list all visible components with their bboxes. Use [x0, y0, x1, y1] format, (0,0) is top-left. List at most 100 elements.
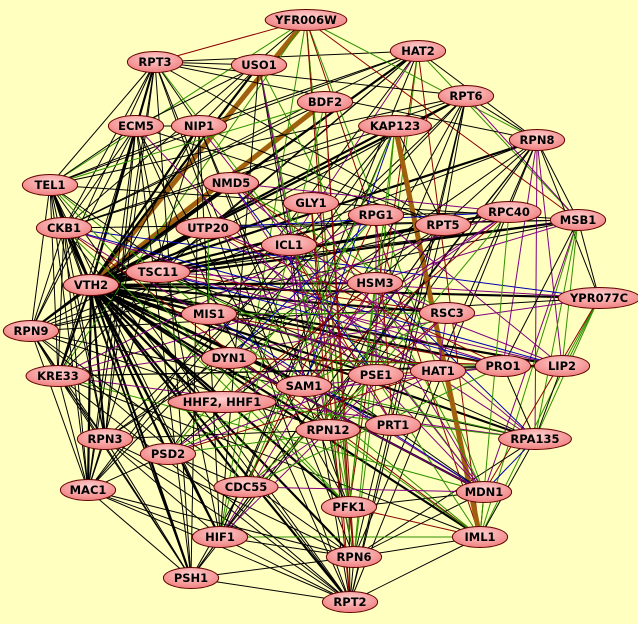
node-label: SAM1	[286, 379, 323, 393]
node-shape	[200, 347, 258, 369]
edge-kap123-mac1	[87, 125, 396, 491]
edge-rpt3-nip1	[154, 61, 200, 127]
node-mis1[interactable]: MIS1	[180, 303, 238, 325]
node-label: HSM3	[356, 276, 393, 290]
node-msb1[interactable]: MSB1	[549, 209, 607, 231]
node-gly1[interactable]: GLY1	[282, 192, 340, 214]
node-shape	[320, 496, 378, 518]
node-rpg1[interactable]: RPG1	[347, 204, 405, 226]
node-rpn8[interactable]: RPN8	[508, 129, 566, 151]
node-label: PRT1	[377, 418, 410, 432]
node-label: RPC40	[488, 205, 530, 219]
node-shape	[125, 261, 191, 283]
node-shape	[230, 54, 288, 76]
node-psd2[interactable]: PSD2	[139, 443, 197, 465]
edge-nmd5-rsc3	[230, 182, 448, 314]
node-shape	[170, 115, 228, 137]
node-label: YPR077C	[569, 291, 628, 305]
node-sam1[interactable]: SAM1	[275, 375, 333, 397]
node-rpt5[interactable]: RPT5	[414, 214, 472, 236]
node-ecm5[interactable]: ECM5	[107, 115, 165, 137]
node-label: RPT6	[449, 89, 482, 103]
node-hhf2-hhf1[interactable]: HHF2, HHF1	[167, 391, 277, 413]
node-rpc40[interactable]: RPC40	[476, 201, 542, 223]
edge-rpt3-ckb1	[63, 61, 156, 229]
node-rpt6[interactable]: RPT6	[437, 85, 495, 107]
node-shape	[409, 360, 467, 382]
node-tsc11[interactable]: TSC11	[125, 261, 191, 283]
node-label: NIP1	[184, 119, 214, 133]
node-rpn3[interactable]: RPN3	[76, 428, 134, 450]
edge-rpn3-ecm5	[104, 125, 137, 440]
edge-bdf2-hif1	[219, 101, 326, 538]
node-hsm3[interactable]: HSM3	[346, 272, 404, 294]
node-bdf2[interactable]: BDF2	[296, 91, 354, 113]
node-icl1[interactable]: ICL1	[260, 234, 318, 256]
node-lip2[interactable]: LIP2	[533, 355, 591, 377]
node-rsc3[interactable]: RSC3	[418, 302, 476, 324]
edge-rpt3-tel1	[49, 61, 156, 186]
edge-cdc55-mdn1	[245, 486, 485, 493]
node-mdn1[interactable]: MDN1	[455, 481, 513, 503]
node-hat2[interactable]: HAT2	[389, 40, 447, 62]
edge-psh1-rpn6	[190, 556, 355, 579]
node-iml1[interactable]: IML1	[451, 526, 509, 548]
node-shape	[508, 129, 566, 151]
node-rpt3[interactable]: RPT3	[126, 51, 184, 73]
node-prt1[interactable]: PRT1	[364, 414, 422, 436]
node-tel1[interactable]: TEL1	[21, 174, 79, 196]
node-uso1[interactable]: USO1	[230, 54, 288, 76]
edge-iml1-ckb1	[63, 227, 481, 538]
node-kap123[interactable]: KAP123	[358, 115, 432, 137]
node-rpa135[interactable]: RPA135	[498, 428, 572, 450]
node-psh1[interactable]: PSH1	[162, 567, 220, 589]
node-pro1[interactable]: PRO1	[474, 355, 532, 377]
edge-kre33-nip1	[57, 125, 200, 377]
node-dyn1[interactable]: DYN1	[200, 347, 258, 369]
node-shape	[25, 365, 91, 387]
node-kre33[interactable]: KRE33	[25, 365, 91, 387]
node-label: TSC11	[138, 265, 179, 279]
node-shape	[275, 375, 333, 397]
node-label: LIP2	[548, 359, 576, 373]
edge-kre33-rpg1	[57, 214, 377, 377]
node-label: KAP123	[370, 119, 420, 133]
node-nmd5[interactable]: NMD5	[202, 172, 260, 194]
node-hat1[interactable]: HAT1	[409, 360, 467, 382]
node-yfr006w[interactable]: YFR006W	[264, 9, 348, 31]
edge-rpn9-rpn12	[30, 330, 329, 431]
edge-rpn9-ckb1	[30, 227, 65, 332]
node-nip1[interactable]: NIP1	[170, 115, 228, 137]
edge-rpt3-rpt5	[154, 61, 444, 226]
node-shape	[282, 192, 340, 214]
node-cdc55[interactable]: CDC55	[213, 476, 279, 498]
node-ckb1[interactable]: CKB1	[35, 217, 93, 239]
node-label: RPT3	[138, 55, 171, 69]
node-utp20[interactable]: UTP20	[175, 217, 241, 239]
node-label: CKB1	[47, 221, 81, 235]
edge-vth2-rpn3	[89, 284, 107, 440]
node-pfk1[interactable]: PFK1	[320, 496, 378, 518]
node-rpt2[interactable]: RPT2	[321, 591, 379, 613]
edge-nmd5-hsm3	[230, 182, 376, 284]
node-rpn9[interactable]: RPN9	[2, 320, 60, 342]
edge-ecm5-uso1	[135, 64, 260, 127]
edge-mac1-hif1	[87, 489, 221, 538]
edge-cdc55-kap123	[245, 125, 396, 488]
node-shape	[62, 274, 120, 296]
node-ypr077c[interactable]: YPR077C	[557, 287, 638, 309]
node-vth2[interactable]: VTH2	[62, 274, 120, 296]
node-pse1[interactable]: PSE1	[347, 364, 405, 386]
edge-rpt3-rpn9	[30, 61, 156, 332]
node-shape	[213, 476, 279, 498]
node-rpn6[interactable]: RPN6	[325, 546, 383, 568]
edge-pse1-psd2	[167, 374, 377, 455]
node-shape	[162, 567, 220, 589]
node-label: GLY1	[295, 196, 326, 210]
node-label: BDF2	[308, 95, 342, 109]
node-mac1[interactable]: MAC1	[59, 479, 117, 501]
node-label: IML1	[464, 530, 495, 544]
node-hif1[interactable]: HIF1	[191, 526, 249, 548]
node-rpn12[interactable]: RPN12	[295, 419, 361, 441]
